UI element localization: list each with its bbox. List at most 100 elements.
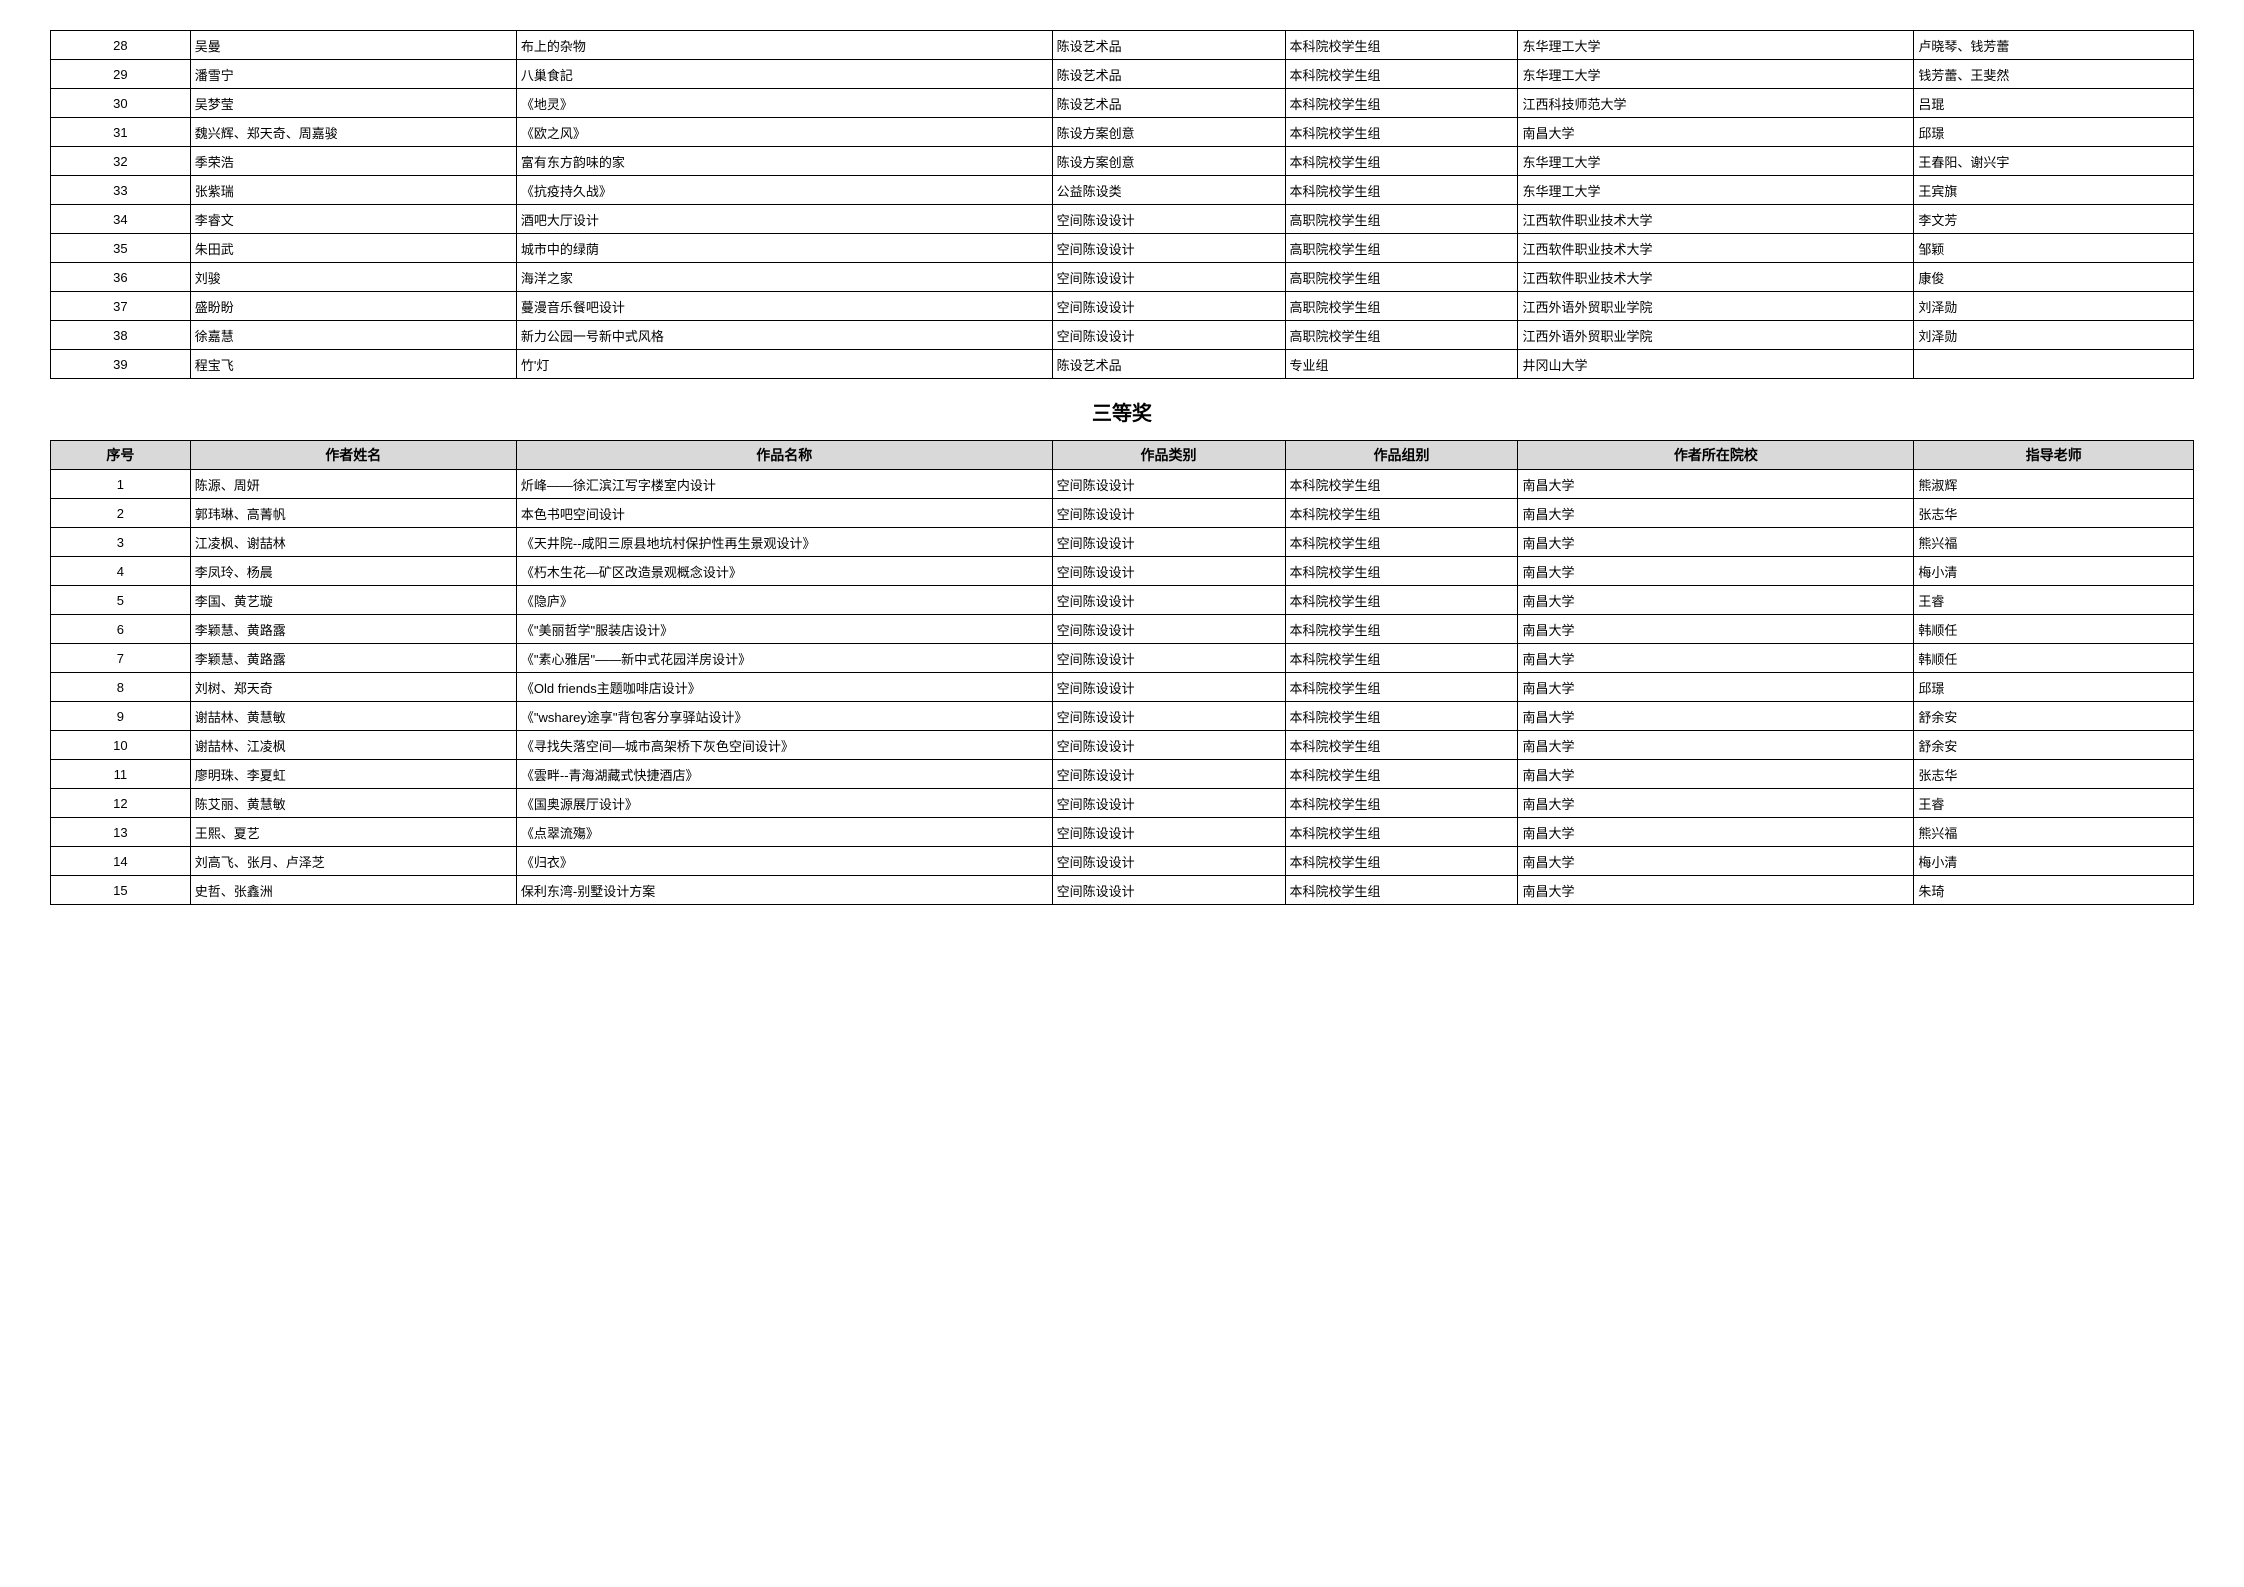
- cell-idx: 33: [51, 176, 191, 205]
- cell-school: 南昌大学: [1518, 673, 1914, 702]
- cell-school: 南昌大学: [1518, 615, 1914, 644]
- cell-work: 《抗疫持久战》: [516, 176, 1052, 205]
- table-row: 7李颖慧、黄路露《"素心雅居"——新中式花园洋房设计》空间陈设设计本科院校学生组…: [51, 644, 2194, 673]
- table-row: 29潘雪宁八巢食記陈设艺术品本科院校学生组东华理工大学钱芳蕾、王斐然: [51, 60, 2194, 89]
- cell-cat: 空间陈设设计: [1052, 731, 1285, 760]
- cell-work: 布上的杂物: [516, 31, 1052, 60]
- cell-idx: 35: [51, 234, 191, 263]
- cell-cat: 空间陈设设计: [1052, 644, 1285, 673]
- cell-cat: 陈设方案创意: [1052, 118, 1285, 147]
- cell-grp: 本科院校学生组: [1285, 31, 1518, 60]
- header-school: 作者所在院校: [1518, 441, 1914, 470]
- prize-table-2: 序号 作者姓名 作品名称 作品类别 作品组别 作者所在院校 指导老师 1陈源、周…: [50, 440, 2194, 905]
- cell-cat: 陈设艺术品: [1052, 60, 1285, 89]
- cell-cat: 空间陈设设计: [1052, 205, 1285, 234]
- cell-grp: 本科院校学生组: [1285, 876, 1518, 905]
- cell-cat: 空间陈设设计: [1052, 321, 1285, 350]
- cell-author: 李颖慧、黄路露: [190, 644, 516, 673]
- cell-author: 徐嘉慧: [190, 321, 516, 350]
- cell-author: 李睿文: [190, 205, 516, 234]
- cell-work: 《寻找失落空间—城市高架桥下灰色空间设计》: [516, 731, 1052, 760]
- cell-work: 《地灵》: [516, 89, 1052, 118]
- table-row: 9谢喆林、黄慧敏《"wsharey途享"背包客分享驿站设计》空间陈设设计本科院校…: [51, 702, 2194, 731]
- cell-author: 盛盼盼: [190, 292, 516, 321]
- cell-teacher: 梅小清: [1914, 557, 2194, 586]
- cell-author: 谢喆林、江凌枫: [190, 731, 516, 760]
- table-row: 6李颖慧、黄路露《"美丽哲学"服装店设计》空间陈设设计本科院校学生组南昌大学韩顺…: [51, 615, 2194, 644]
- cell-cat: 空间陈设设计: [1052, 673, 1285, 702]
- cell-grp: 本科院校学生组: [1285, 499, 1518, 528]
- cell-cat: 陈设方案创意: [1052, 147, 1285, 176]
- cell-school: 南昌大学: [1518, 586, 1914, 615]
- cell-teacher: 舒余安: [1914, 731, 2194, 760]
- cell-teacher: 李文芳: [1914, 205, 2194, 234]
- cell-idx: 29: [51, 60, 191, 89]
- cell-cat: 陈设艺术品: [1052, 31, 1285, 60]
- cell-cat: 空间陈设设计: [1052, 789, 1285, 818]
- cell-teacher: [1914, 350, 2194, 379]
- cell-work: 本色书吧空间设计: [516, 499, 1052, 528]
- cell-idx: 32: [51, 147, 191, 176]
- table-row: 38徐嘉慧新力公园一号新中式风格空间陈设设计高职院校学生组江西外语外贸职业学院刘…: [51, 321, 2194, 350]
- section-title: 三等奖: [50, 397, 2194, 426]
- cell-grp: 本科院校学生组: [1285, 789, 1518, 818]
- cell-grp: 本科院校学生组: [1285, 470, 1518, 499]
- cell-idx: 31: [51, 118, 191, 147]
- cell-school: 南昌大学: [1518, 644, 1914, 673]
- cell-school: 南昌大学: [1518, 557, 1914, 586]
- cell-grp: 本科院校学生组: [1285, 615, 1518, 644]
- cell-grp: 本科院校学生组: [1285, 528, 1518, 557]
- cell-idx: 3: [51, 528, 191, 557]
- cell-idx: 5: [51, 586, 191, 615]
- cell-work: 炘峰——徐汇滨江写字楼室内设计: [516, 470, 1052, 499]
- cell-cat: 空间陈设设计: [1052, 234, 1285, 263]
- cell-grp: 高职院校学生组: [1285, 263, 1518, 292]
- cell-cat: 空间陈设设计: [1052, 818, 1285, 847]
- cell-teacher: 邱璟: [1914, 118, 2194, 147]
- cell-idx: 9: [51, 702, 191, 731]
- cell-cat: 公益陈设类: [1052, 176, 1285, 205]
- cell-work: 《隐庐》: [516, 586, 1052, 615]
- cell-idx: 11: [51, 760, 191, 789]
- cell-idx: 12: [51, 789, 191, 818]
- cell-work: 酒吧大厅设计: [516, 205, 1052, 234]
- cell-work: 保利东湾-别墅设计方案: [516, 876, 1052, 905]
- cell-school: 东华理工大学: [1518, 176, 1914, 205]
- cell-teacher: 卢晓琴、钱芳蕾: [1914, 31, 2194, 60]
- table-row: 5李国、黄艺璇《隐庐》空间陈设设计本科院校学生组南昌大学王睿: [51, 586, 2194, 615]
- cell-school: 江西外语外贸职业学院: [1518, 321, 1914, 350]
- table-row: 3江凌枫、谢喆林《天井院--咸阳三原县地坑村保护性再生景观设计》空间陈设设计本科…: [51, 528, 2194, 557]
- cell-author: 王熙、夏艺: [190, 818, 516, 847]
- cell-idx: 38: [51, 321, 191, 350]
- table-row: 13王熙、夏艺《点翠流殤》空间陈设设计本科院校学生组南昌大学熊兴福: [51, 818, 2194, 847]
- cell-work: 海洋之家: [516, 263, 1052, 292]
- cell-idx: 13: [51, 818, 191, 847]
- cell-cat: 空间陈设设计: [1052, 702, 1285, 731]
- cell-author: 张紫瑞: [190, 176, 516, 205]
- cell-cat: 空间陈设设计: [1052, 586, 1285, 615]
- cell-cat: 空间陈设设计: [1052, 292, 1285, 321]
- cell-idx: 6: [51, 615, 191, 644]
- cell-teacher: 熊兴福: [1914, 818, 2194, 847]
- cell-grp: 本科院校学生组: [1285, 60, 1518, 89]
- cell-teacher: 王宾旗: [1914, 176, 2194, 205]
- cell-idx: 7: [51, 644, 191, 673]
- cell-teacher: 韩顺任: [1914, 644, 2194, 673]
- table-row: 12陈艾丽、黄慧敏《国奥源展厅设计》空间陈设设计本科院校学生组南昌大学王睿: [51, 789, 2194, 818]
- cell-school: 东华理工大学: [1518, 147, 1914, 176]
- cell-teacher: 舒余安: [1914, 702, 2194, 731]
- table-row: 15史哲、张鑫洲保利东湾-别墅设计方案空间陈设设计本科院校学生组南昌大学朱琦: [51, 876, 2194, 905]
- cell-grp: 本科院校学生组: [1285, 89, 1518, 118]
- cell-work: 《点翠流殤》: [516, 818, 1052, 847]
- cell-author: 李凤玲、杨晨: [190, 557, 516, 586]
- cell-author: 刘树、郑天奇: [190, 673, 516, 702]
- cell-author: 魏兴辉、郑天奇、周嘉骏: [190, 118, 516, 147]
- cell-work: 《"美丽哲学"服装店设计》: [516, 615, 1052, 644]
- cell-school: 东华理工大学: [1518, 31, 1914, 60]
- cell-teacher: 刘泽勋: [1914, 292, 2194, 321]
- cell-author: 吴梦莹: [190, 89, 516, 118]
- cell-author: 江凌枫、谢喆林: [190, 528, 516, 557]
- cell-grp: 本科院校学生组: [1285, 176, 1518, 205]
- cell-idx: 34: [51, 205, 191, 234]
- header-work: 作品名称: [516, 441, 1052, 470]
